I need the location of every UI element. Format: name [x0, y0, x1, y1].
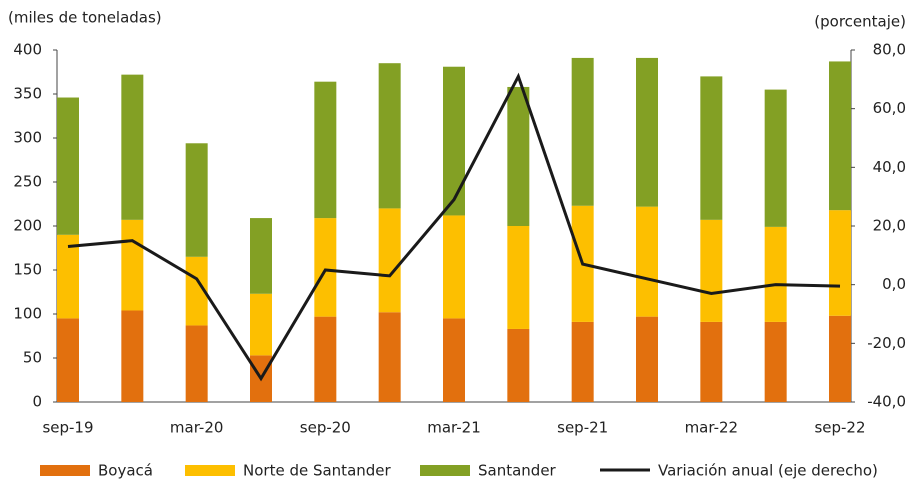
bar — [121, 219, 144, 311]
bar — [443, 318, 465, 402]
bar — [250, 218, 272, 294]
y2-tick-label: 60,0 — [873, 99, 906, 117]
bar — [700, 219, 723, 322]
x-tick-label: mar-22 — [685, 419, 739, 437]
legend-swatch — [40, 465, 90, 476]
bar — [314, 81, 337, 219]
bar — [314, 218, 337, 317]
bar — [700, 76, 723, 220]
bar — [507, 226, 530, 329]
y-tick-label: 50 — [23, 349, 42, 367]
y-tick-label: 200 — [13, 217, 42, 235]
bar — [57, 97, 79, 235]
legend-label: Santander — [478, 462, 557, 480]
bar — [829, 61, 851, 211]
bar — [829, 210, 851, 316]
y2-tick-label: -40,0 — [867, 393, 906, 411]
bar — [571, 321, 594, 402]
bar — [764, 321, 787, 402]
line — [67, 72, 841, 382]
bar — [57, 318, 79, 402]
legend-label: Variación anual (eje derecho) — [658, 462, 878, 480]
bar — [378, 63, 401, 209]
y2-tick-label: 80,0 — [873, 41, 906, 59]
x-tick-label: sep-20 — [300, 419, 351, 437]
x-tick-label: mar-21 — [427, 419, 481, 437]
y-tick-label: 300 — [13, 129, 42, 147]
bar — [829, 315, 851, 402]
bar — [636, 57, 658, 207]
bar — [250, 293, 272, 356]
bar — [185, 325, 208, 402]
x-tick-label: mar-20 — [170, 419, 224, 437]
bar — [636, 206, 658, 317]
x-tick-label: sep-21 — [557, 419, 608, 437]
legend-swatch — [185, 465, 235, 476]
y-axis-label: (miles de toneladas) — [8, 9, 162, 27]
legend-label: Norte de Santander — [243, 462, 392, 480]
y-tick-label: 250 — [13, 173, 42, 191]
bar — [121, 310, 144, 402]
bar — [57, 234, 79, 319]
bar — [571, 57, 594, 206]
bar — [378, 312, 401, 402]
legend-label: Boyacá — [98, 462, 153, 480]
legend-swatch — [420, 465, 470, 476]
y-tick-label: 0 — [32, 393, 42, 411]
bar — [507, 86, 530, 227]
bar — [443, 215, 465, 319]
bar — [314, 316, 337, 402]
y2-tick-label: 40,0 — [873, 158, 906, 176]
bar — [378, 208, 401, 313]
y2-tick-label: 0,0 — [882, 275, 906, 293]
bar — [700, 321, 723, 402]
y-tick-label: 150 — [13, 261, 42, 279]
y-tick-label: 350 — [13, 85, 42, 103]
bar — [764, 226, 787, 322]
bar — [443, 66, 465, 216]
y2-tick-label: -20,0 — [867, 334, 906, 352]
y2-axis-label: (porcentaje) — [814, 13, 906, 31]
bar — [636, 316, 658, 402]
bar — [185, 143, 208, 257]
bar — [121, 74, 144, 220]
x-tick-label: sep-22 — [814, 419, 865, 437]
bar — [764, 89, 787, 227]
y2-tick-label: 20,0 — [873, 217, 906, 235]
y-tick-label: 100 — [13, 305, 42, 323]
bar — [507, 328, 530, 402]
y-tick-label: 400 — [13, 41, 42, 59]
x-tick-label: sep-19 — [42, 419, 93, 437]
